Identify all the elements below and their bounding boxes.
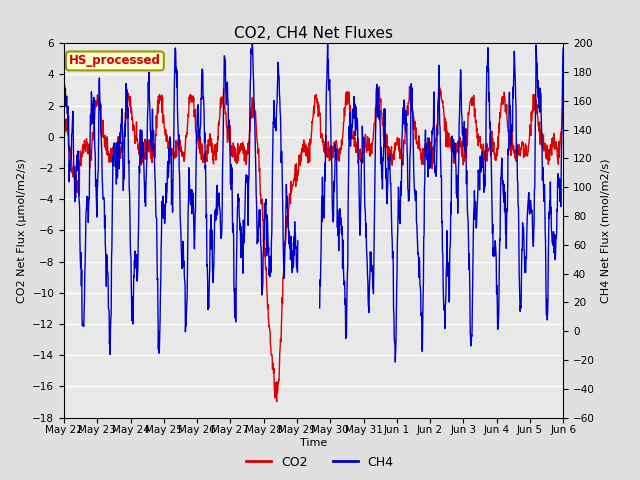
Text: HS_processed: HS_processed bbox=[69, 54, 161, 67]
Title: CO2, CH4 Net Fluxes: CO2, CH4 Net Fluxes bbox=[234, 25, 393, 41]
X-axis label: Time: Time bbox=[300, 438, 327, 448]
Y-axis label: CH4 Net Flux (nmol/m2/s): CH4 Net Flux (nmol/m2/s) bbox=[600, 158, 611, 303]
Legend: CO2, CH4: CO2, CH4 bbox=[241, 451, 399, 474]
Y-axis label: CO2 Net Flux (μmol/m2/s): CO2 Net Flux (μmol/m2/s) bbox=[17, 158, 27, 303]
